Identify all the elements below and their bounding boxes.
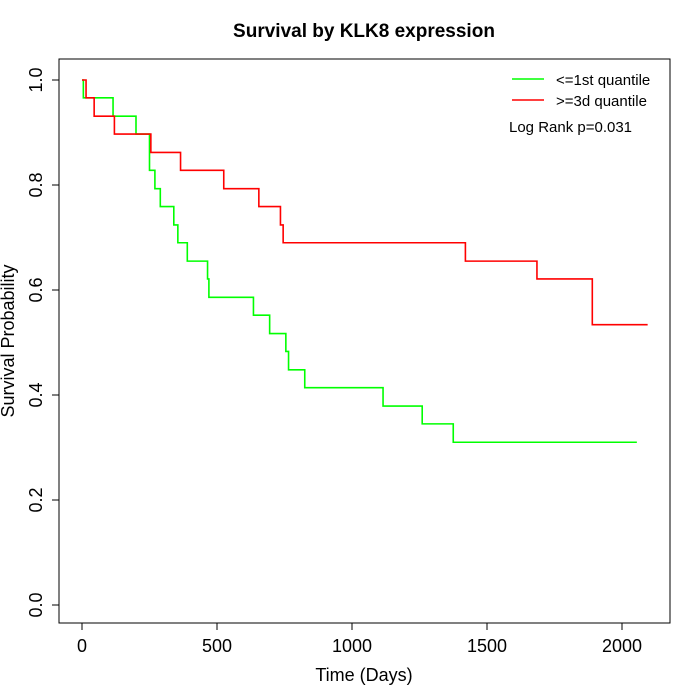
legend: <=1st quantile >=3d quantile: [512, 72, 650, 110]
survival-curve-high: [82, 79, 648, 326]
x-tick-label: 1500: [467, 636, 507, 656]
y-tick-label: 1.0: [26, 67, 46, 92]
x-tick-label: 500: [202, 636, 232, 656]
axes: 0 500 1000 1500 2000 0.0 0.2 0.4 0.6 0.8 1.0: [26, 67, 642, 656]
chart-title: Survival by KLK8 expression: [233, 21, 495, 42]
y-tick-label: 0.6: [26, 277, 46, 302]
x-tick-label: 1000: [332, 636, 372, 656]
log-rank-annotation: Log Rank p=0.031: [509, 119, 632, 136]
series-layer: [82, 79, 648, 444]
y-tick-label: 0.0: [26, 592, 46, 617]
x-axis-label: Time (Days): [315, 665, 412, 685]
y-tick-label: 0.4: [26, 382, 46, 407]
y-axis-label: Survival Probability: [0, 264, 18, 417]
x-tick-label: 2000: [602, 636, 642, 656]
y-tick-label: 0.8: [26, 172, 46, 197]
y-tick-label: 0.2: [26, 487, 46, 512]
legend-label-low: <=1st quantile: [556, 72, 650, 89]
legend-label-high: >=3d quantile: [556, 93, 647, 110]
x-tick-label: 0: [77, 636, 87, 656]
